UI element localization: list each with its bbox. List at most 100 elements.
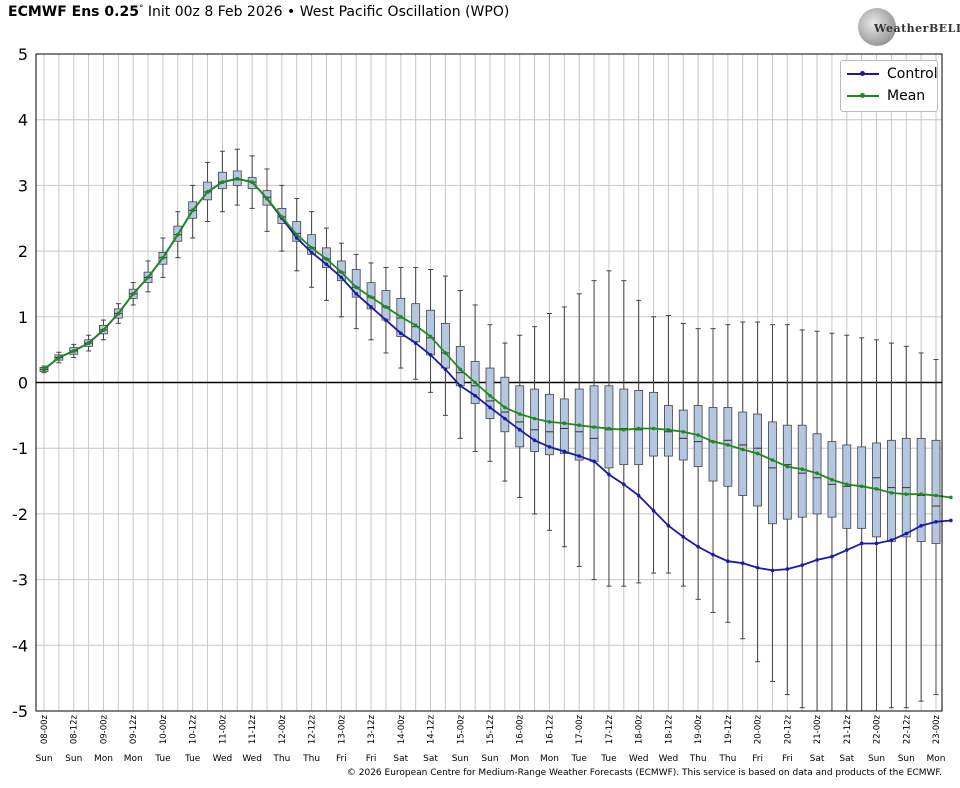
x-day-label: Thu bbox=[689, 754, 707, 764]
x-day-label: Sun bbox=[35, 754, 52, 764]
mean-point bbox=[904, 492, 909, 496]
mean-point bbox=[681, 429, 686, 434]
ensemble-box bbox=[931, 439, 941, 544]
x-date-label: 19-00z bbox=[694, 714, 704, 744]
y-tick-label: -4 bbox=[12, 636, 28, 655]
ensemble-box bbox=[545, 393, 554, 456]
control-point bbox=[532, 438, 537, 443]
x-day-label: Wed bbox=[242, 754, 262, 764]
init-time: Init 00z 8 Feb 2026 bbox=[147, 4, 283, 20]
control-point bbox=[488, 405, 492, 410]
control-point bbox=[815, 558, 819, 562]
mean-point bbox=[309, 246, 314, 250]
x-date-label: 16-00z bbox=[516, 714, 526, 744]
control-point bbox=[696, 544, 700, 549]
mean-point bbox=[503, 405, 507, 410]
x-day-label: Tue bbox=[571, 754, 588, 764]
mean-point bbox=[413, 323, 418, 328]
ensemble-box bbox=[426, 309, 435, 356]
x-day-label: Tue bbox=[184, 754, 201, 764]
x-date-label: 08-12z bbox=[70, 714, 80, 744]
mean-point bbox=[205, 190, 210, 194]
mean-point bbox=[131, 292, 135, 296]
control-point bbox=[636, 493, 641, 498]
control-point bbox=[399, 331, 403, 336]
mean-point bbox=[339, 270, 344, 274]
mean-point bbox=[726, 443, 730, 447]
mean-point bbox=[71, 349, 76, 353]
control-point bbox=[889, 538, 894, 542]
control-point bbox=[934, 519, 938, 524]
control-point bbox=[339, 275, 344, 280]
control-point bbox=[949, 518, 953, 523]
mean-point bbox=[146, 275, 150, 280]
control-point bbox=[324, 262, 329, 267]
y-tick-label: 2 bbox=[18, 242, 28, 261]
x-day-label: Mon bbox=[124, 754, 143, 764]
mean-point bbox=[919, 492, 923, 496]
control-point bbox=[845, 548, 849, 552]
control-point bbox=[473, 393, 477, 398]
control-point bbox=[770, 568, 775, 573]
copyright-notice: © 2026 European Centre for Medium-Range … bbox=[346, 768, 942, 778]
mean-point bbox=[666, 428, 671, 432]
mean-point bbox=[696, 433, 700, 437]
title-bullet: • bbox=[287, 4, 296, 20]
x-date-label: 22-00z bbox=[873, 714, 883, 744]
x-day-label: Wed bbox=[659, 754, 679, 764]
x-date-label: 11-12z bbox=[248, 714, 258, 744]
mean-point bbox=[651, 426, 656, 431]
x-day-label: Mon bbox=[510, 754, 529, 764]
x-date-label: 09-12z bbox=[129, 714, 139, 744]
control-point bbox=[681, 535, 686, 539]
control-point bbox=[711, 552, 715, 557]
x-day-label: Fri bbox=[752, 754, 763, 764]
x-date-label: 15-00z bbox=[456, 714, 466, 744]
control-point bbox=[443, 367, 448, 372]
control-point bbox=[785, 567, 790, 571]
x-date-label: 08-00z bbox=[40, 714, 50, 744]
ensemble-box bbox=[708, 407, 718, 482]
x-day-label: Mon bbox=[94, 754, 113, 764]
x-day-label: Mon bbox=[540, 754, 559, 764]
control-point bbox=[517, 428, 522, 432]
control-point bbox=[740, 561, 745, 565]
x-day-label: Sun bbox=[868, 754, 885, 764]
x-day-label: Sat bbox=[423, 754, 438, 764]
mean-point bbox=[562, 421, 567, 426]
mean-point bbox=[190, 208, 195, 213]
control-point bbox=[622, 482, 626, 487]
x-day-label: Thu bbox=[272, 754, 290, 764]
control-point bbox=[413, 341, 418, 345]
control-point bbox=[651, 508, 656, 513]
mean-point bbox=[235, 177, 240, 181]
mean-point bbox=[265, 196, 269, 201]
mean-point bbox=[607, 426, 611, 431]
ensemble-box bbox=[753, 413, 762, 507]
mean-point bbox=[740, 447, 745, 452]
control-point bbox=[800, 563, 804, 567]
mean-point bbox=[324, 257, 329, 261]
control-point bbox=[458, 383, 463, 388]
mean-point bbox=[488, 393, 492, 398]
mean-point bbox=[622, 428, 626, 432]
control-point bbox=[384, 318, 388, 322]
mean-point bbox=[845, 482, 849, 487]
mean-point bbox=[934, 493, 938, 498]
x-date-label: 18-00z bbox=[635, 714, 645, 744]
control-point bbox=[874, 541, 879, 546]
mean-point bbox=[86, 341, 91, 345]
mean-point bbox=[785, 464, 790, 469]
ensemble-box bbox=[738, 411, 748, 496]
control-point bbox=[547, 445, 552, 449]
legend-mean-label: Mean bbox=[887, 88, 926, 104]
x-day-label: Tue bbox=[600, 754, 617, 764]
x-date-label: 19-12z bbox=[724, 714, 734, 744]
x-date-label: 20-12z bbox=[783, 714, 793, 744]
x-date-label: 12-12z bbox=[308, 714, 318, 744]
x-date-label: 12-00z bbox=[278, 714, 288, 744]
x-day-label: Wed bbox=[213, 754, 233, 764]
control-point bbox=[309, 250, 314, 255]
mean-point bbox=[755, 451, 760, 456]
